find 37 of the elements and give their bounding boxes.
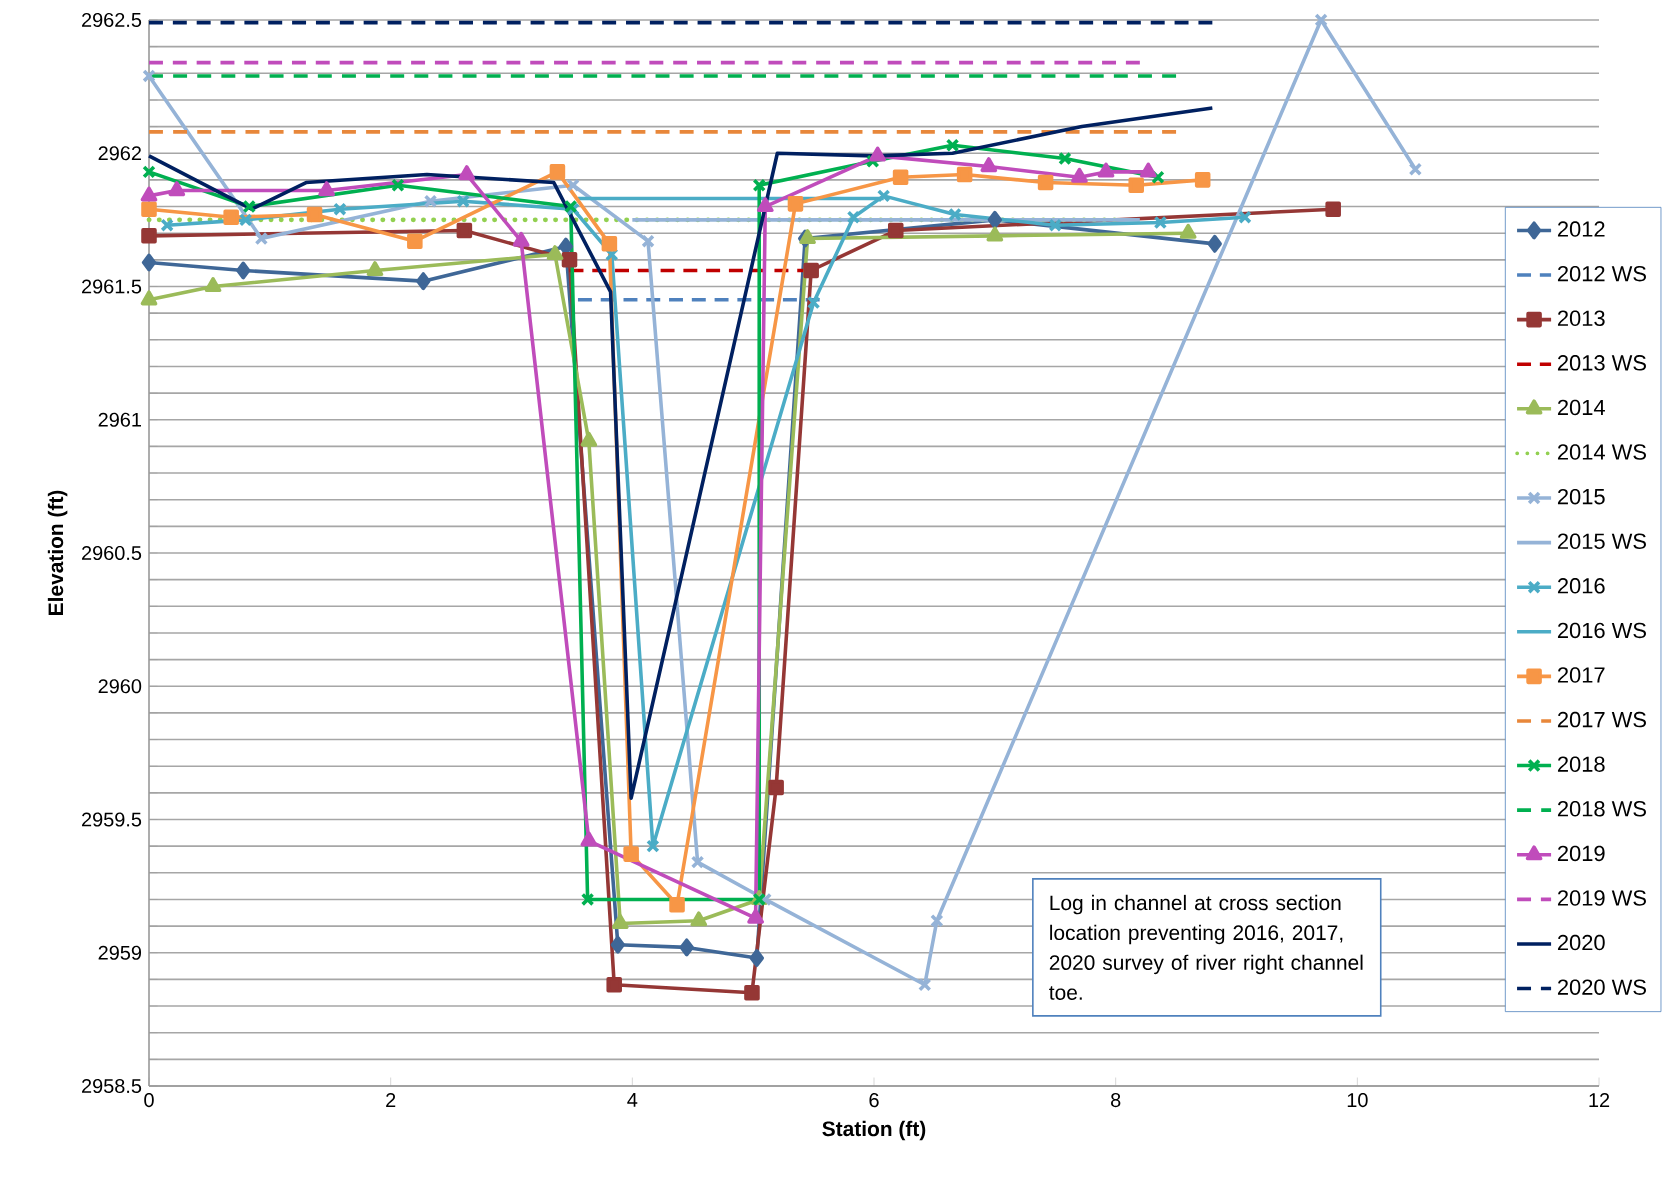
legend-label: 2013 (1557, 310, 1605, 326)
x-tick-label: 2 (386, 1093, 396, 1107)
y-tick-label: 2959.5 (82, 812, 142, 827)
legend-label: 2016 (1557, 578, 1605, 594)
legend-label: 2020 (1557, 934, 1605, 951)
x-tick-label: 8 (1111, 1093, 1121, 1108)
legend-label: 2017 (1557, 667, 1605, 683)
y-tick-label: 2962 (98, 146, 141, 161)
y-tick-label: 2960 (98, 679, 142, 694)
legend-label: 2015 WS (1557, 533, 1646, 549)
x-axis-title: Station (ft) (822, 1120, 926, 1141)
legend-label: 2019 WS (1557, 890, 1646, 906)
annotation: Log in channel at cross section location preventing 2016, 2017, 2020 survey of river right channel toe. (1049, 894, 1363, 1000)
x-tick-label: 12 (1589, 1093, 1610, 1107)
legend-label: 2012 (1557, 221, 1605, 237)
legend-label: 2012 WS (1557, 265, 1646, 282)
legend-label: 2016 WS (1557, 622, 1646, 639)
y-tick-label: 2958.5 (82, 1078, 142, 1094)
x-tick-label: 4 (627, 1093, 638, 1107)
y-tick-label: 2959 (98, 945, 142, 960)
legend-label: 2015 (1557, 488, 1605, 505)
y-tick-label: 2961 (98, 412, 141, 427)
legend-label: 2018 (1557, 756, 1605, 772)
legend-label: 2013 WS (1557, 355, 1646, 371)
y-tick-label: 2961.5 (82, 279, 142, 294)
y-axis-title: Elevation (ft) (47, 490, 68, 615)
x-tick-label: 0 (144, 1093, 154, 1108)
x-tick-label: 6 (869, 1093, 879, 1108)
legend-label: 2020 WS (1557, 979, 1646, 995)
x-tick-label: 10 (1347, 1093, 1368, 1108)
legend-label: 2017 WS (1557, 711, 1646, 728)
legend-label: 2014 WS (1557, 444, 1646, 460)
y-tick-label: 2960.5 (82, 545, 142, 561)
y-tick-label: 2962.5 (82, 12, 142, 28)
legend-label: 2019 (1557, 845, 1605, 862)
legend-label: 2018 WS (1557, 801, 1646, 817)
legend-label: 2014 (1557, 399, 1605, 416)
